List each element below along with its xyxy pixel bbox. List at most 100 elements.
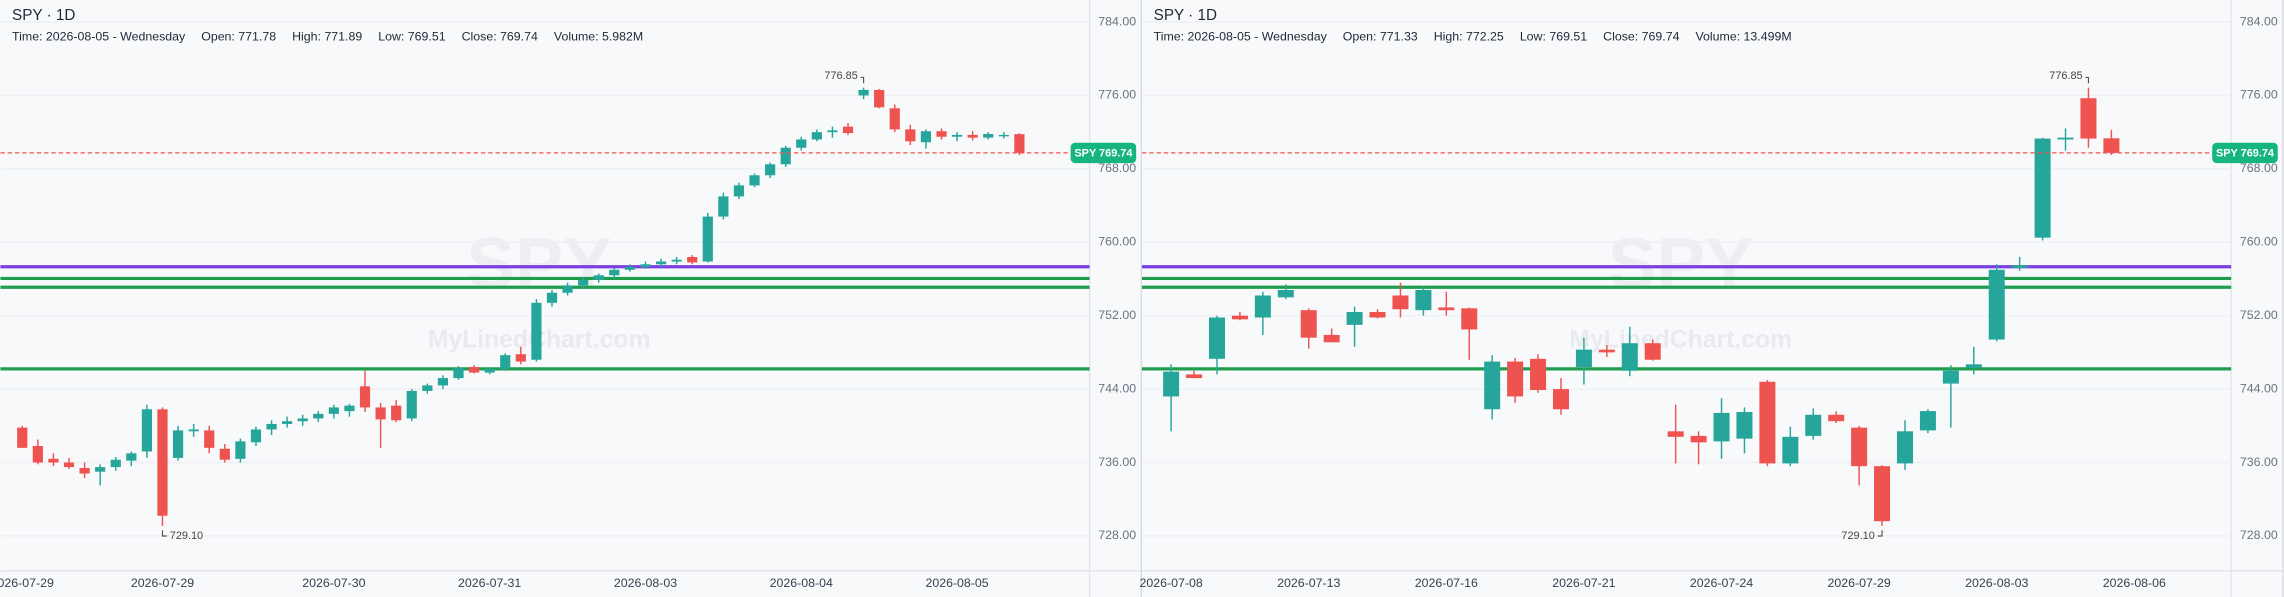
candle-body xyxy=(1759,381,1776,464)
x-tick-label: 2026-07-13 xyxy=(1277,576,1340,590)
y-tick-label: 736.00 xyxy=(1098,455,1136,469)
y-tick-label: 752.00 xyxy=(1098,308,1136,322)
y-tick-label: 784.00 xyxy=(1098,14,1136,28)
candle-body xyxy=(920,131,932,143)
candle-body xyxy=(422,385,433,391)
candle-body xyxy=(1415,289,1432,311)
y-tick-label: 760.00 xyxy=(1098,235,1136,249)
candle-body xyxy=(1942,370,1959,384)
candle-body xyxy=(250,429,262,443)
candle-body xyxy=(1300,310,1317,338)
candle-body xyxy=(951,134,963,137)
candle-body xyxy=(515,354,526,362)
ohlc-info: Volume: 5.982M xyxy=(554,29,643,43)
candle-body xyxy=(95,467,106,472)
candle-body xyxy=(1713,412,1730,442)
y-tick-label: 744.00 xyxy=(2240,381,2278,395)
candle-body xyxy=(796,139,807,148)
candle-body xyxy=(235,441,246,459)
watermark: SPY xyxy=(466,224,612,305)
candle-body xyxy=(936,131,947,137)
candle-body xyxy=(1014,134,1025,153)
candle-body xyxy=(718,196,729,217)
candle-body xyxy=(1736,412,1753,439)
ohlc-info: High: 771.89 xyxy=(292,29,362,43)
watermark: MyLinedChart.com xyxy=(1569,326,1792,353)
low-marker xyxy=(1877,530,1883,537)
ohlc-info: Close: 769.74 xyxy=(462,29,538,43)
ohlc-info: Volume: 13.499M xyxy=(1695,29,1791,43)
candle-body xyxy=(1621,343,1638,371)
low-marker xyxy=(161,530,167,537)
candle-body xyxy=(1208,317,1225,359)
x-tick-label: 2026-08-05 xyxy=(925,576,988,590)
ohlc-info: Close: 769.74 xyxy=(1603,29,1679,43)
ohlc-info: Time: 2026-08-05 - Wednesday xyxy=(1154,29,1328,43)
candle-body xyxy=(1461,308,1478,330)
candle-body xyxy=(1277,289,1294,298)
candle-body xyxy=(702,216,713,262)
high-marker xyxy=(860,76,865,84)
candle-body xyxy=(1484,361,1501,410)
y-tick-label: 728.00 xyxy=(1098,528,1136,542)
candle-body xyxy=(188,429,199,432)
candle-body xyxy=(1254,295,1271,318)
y-tick-label: 776.00 xyxy=(1098,88,1136,102)
candle-body xyxy=(500,355,511,369)
high-label: 776.85 xyxy=(2049,70,2082,82)
candle-body xyxy=(1552,389,1570,410)
candle-body xyxy=(2103,138,2120,153)
x-tick-label: 2026-07-08 xyxy=(1140,576,1203,590)
candle-body xyxy=(827,130,838,133)
candle-body xyxy=(1782,436,1799,464)
candle-body xyxy=(359,386,371,408)
candle-body xyxy=(1690,435,1707,443)
candle-body xyxy=(765,164,776,176)
x-tick-label: 2026-07-16 xyxy=(1415,576,1478,590)
candle-body xyxy=(1667,431,1684,437)
candle-body xyxy=(110,459,121,468)
candle-body xyxy=(1851,427,1868,467)
watermark: SPY xyxy=(1608,224,1754,305)
last-price-tag xyxy=(1070,142,1137,164)
candle-body xyxy=(1392,295,1409,310)
candle-body xyxy=(811,132,822,140)
candle-body xyxy=(1530,358,1547,391)
candle-body xyxy=(2011,265,2028,268)
candle-body xyxy=(1507,361,1524,397)
candle-body xyxy=(1919,411,1936,431)
high-marker xyxy=(2085,76,2090,84)
candle-body xyxy=(172,430,184,458)
candle-body xyxy=(562,285,573,293)
candle-body xyxy=(1163,371,1180,397)
candle-body xyxy=(1346,312,1363,325)
candle-body xyxy=(219,448,230,460)
candle-body xyxy=(531,302,542,360)
candle-body xyxy=(671,259,682,262)
candle-body xyxy=(204,430,215,448)
candle-body xyxy=(1369,312,1386,318)
candle-body xyxy=(1874,466,1891,522)
candle-body xyxy=(593,275,604,280)
candle-body xyxy=(141,409,152,452)
candle-body xyxy=(889,108,900,130)
candle-body xyxy=(17,427,28,448)
candle-body xyxy=(437,378,449,386)
chart-panel: SPY MyLinedChart.com 728.00 736.00 744.00 752… xyxy=(1140,0,2284,597)
candle-body xyxy=(328,407,339,414)
x-tick-label: 2026-07-29 xyxy=(0,576,54,590)
last-price-label: SPY 769.74 xyxy=(2216,148,2274,160)
candle-body xyxy=(282,421,293,424)
low-label: 729.10 xyxy=(1841,530,1874,542)
ohlc-info: Open: 771.78 xyxy=(201,29,276,43)
candle-body xyxy=(1965,364,1982,368)
x-tick-label: 2026-07-29 xyxy=(131,576,194,590)
candle-body xyxy=(640,264,651,268)
candle-body xyxy=(2057,137,2074,140)
y-tick-label: 784.00 xyxy=(2240,14,2278,28)
x-tick-label: 2026-07-31 xyxy=(458,576,521,590)
candle-body xyxy=(2080,98,2097,139)
x-tick-label: 2026-08-03 xyxy=(1965,576,2028,590)
